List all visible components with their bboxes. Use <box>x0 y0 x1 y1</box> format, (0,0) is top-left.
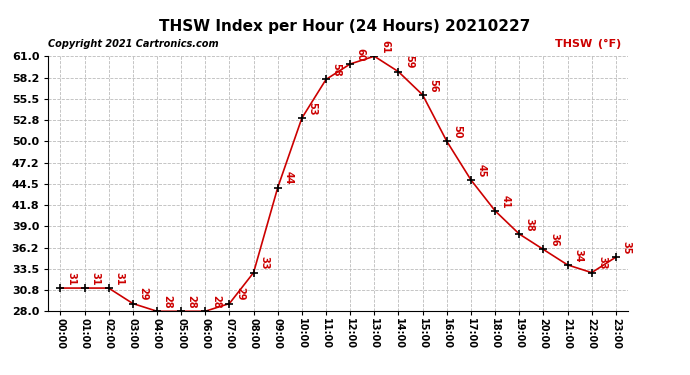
Text: 28: 28 <box>187 295 197 309</box>
Text: 44: 44 <box>284 171 293 185</box>
Text: THSW Index per Hour (24 Hours) 20210227: THSW Index per Hour (24 Hours) 20210227 <box>159 19 531 34</box>
Text: 60: 60 <box>356 48 366 61</box>
Text: 56: 56 <box>428 79 438 92</box>
Text: 28: 28 <box>163 295 172 309</box>
Text: 29: 29 <box>235 287 245 301</box>
Text: 53: 53 <box>308 102 317 115</box>
Text: 28: 28 <box>211 295 221 309</box>
Text: 31: 31 <box>115 272 124 285</box>
Text: 29: 29 <box>139 287 148 301</box>
Text: 31: 31 <box>90 272 100 285</box>
Text: 58: 58 <box>332 63 342 76</box>
Text: 38: 38 <box>525 217 535 231</box>
Text: Copyright 2021 Cartronics.com: Copyright 2021 Cartronics.com <box>48 39 219 50</box>
Text: 35: 35 <box>622 241 631 254</box>
Text: 31: 31 <box>66 272 76 285</box>
Text: 45: 45 <box>477 164 486 177</box>
Text: 59: 59 <box>404 56 414 69</box>
Text: 61: 61 <box>380 40 390 54</box>
Text: 33: 33 <box>259 256 269 270</box>
Text: 41: 41 <box>501 195 511 208</box>
Text: 50: 50 <box>453 125 462 138</box>
Text: 36: 36 <box>549 233 559 247</box>
Text: 34: 34 <box>573 249 583 262</box>
Text: 33: 33 <box>598 256 607 270</box>
Text: THSW (°F): THSW (°F) <box>555 39 621 50</box>
